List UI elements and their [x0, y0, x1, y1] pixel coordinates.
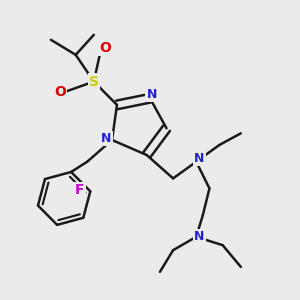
Text: O: O — [100, 41, 111, 55]
Text: F: F — [75, 183, 85, 197]
Text: O: O — [54, 85, 66, 99]
Text: N: N — [146, 88, 157, 101]
Text: N: N — [194, 152, 205, 165]
Text: N: N — [194, 230, 205, 243]
Text: S: S — [89, 74, 99, 88]
Text: N: N — [101, 132, 112, 145]
